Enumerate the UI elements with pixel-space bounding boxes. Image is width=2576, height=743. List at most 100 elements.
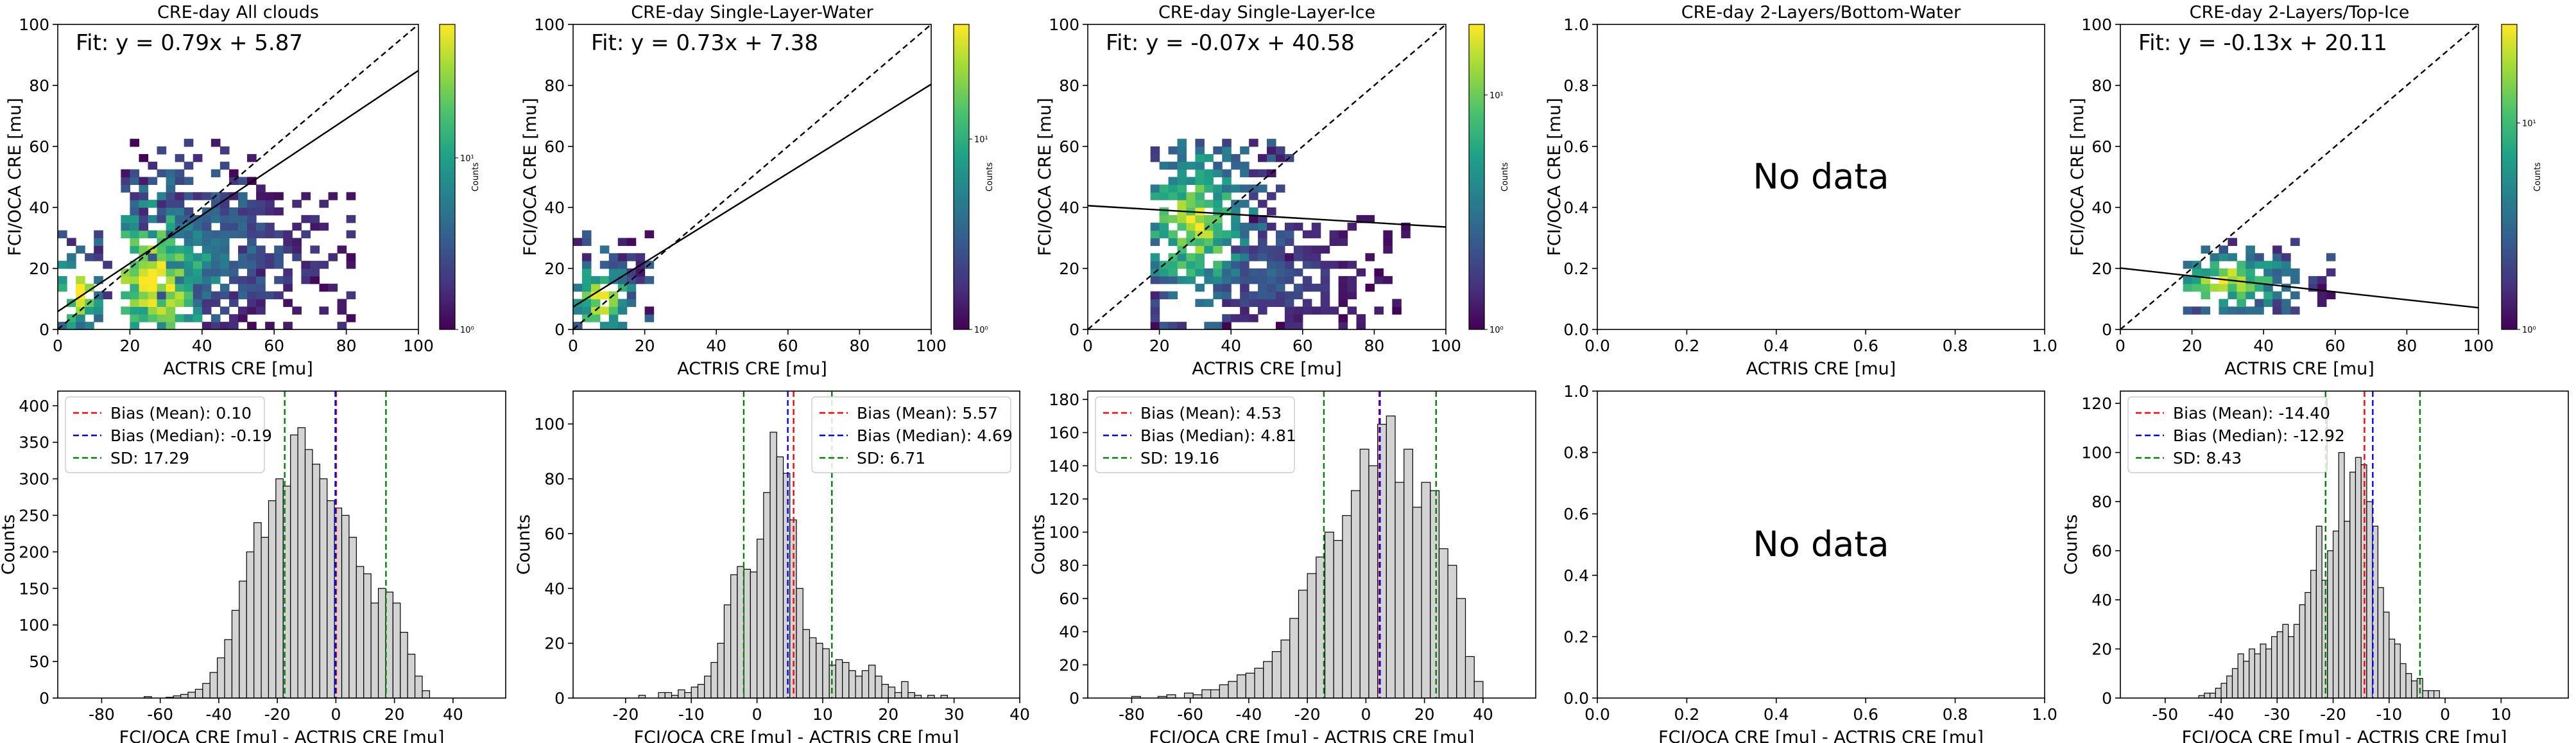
x-tick-label: -60 [147, 705, 173, 724]
heatmap-cell [1150, 230, 1160, 239]
heatmap-cell [2219, 299, 2228, 307]
fit-line [57, 69, 419, 313]
heatmap-cell [256, 192, 266, 200]
heatmap-cell [1168, 261, 1178, 269]
y-tick-label: 0.2 [1563, 627, 1589, 646]
y-tick-label: 200 [19, 543, 49, 561]
x-tick-label: 0 [568, 337, 578, 355]
heatmap-cell [1284, 238, 1294, 246]
heatmap-cell [76, 299, 85, 307]
histogram-bar [268, 500, 277, 699]
y-tick-label: 120 [1049, 490, 1079, 509]
heatmap-cell [1195, 261, 1205, 269]
heatmap-cell [166, 275, 176, 284]
histogram-bar [1350, 490, 1361, 699]
heatmap-cell [1240, 146, 1249, 155]
heatmap-cell [1168, 214, 1178, 223]
histogram-bar [231, 609, 240, 699]
heatmap-cell [256, 200, 266, 208]
y-axis-label: FCI/OCA CRE [mu] [520, 98, 540, 256]
heatmap-cell [2237, 306, 2246, 315]
x-tick-label: 0 [2440, 705, 2450, 724]
heatmap-cell [1293, 222, 1303, 231]
heatmap-cell [1275, 245, 1285, 254]
heatmap-cell [1320, 283, 1330, 292]
heatmap-cell [1186, 268, 1196, 277]
histogram-bar [2271, 636, 2278, 699]
heatmap-cell [1222, 184, 1232, 193]
heatmap-cell [219, 214, 230, 223]
y-axis-label: Counts [514, 514, 534, 575]
legend-entry: Bias (Median): 4.69 [857, 426, 1013, 445]
heatmap-cell [130, 139, 140, 147]
heatmap-cell [1258, 169, 1267, 178]
heatmap-cell [274, 192, 284, 200]
y-tick-label: 1.0 [1563, 382, 1589, 401]
heatmap-cell [202, 268, 212, 277]
histogram-bar [297, 427, 306, 699]
heatmap-cell [175, 214, 185, 223]
heatmap-cell [1258, 253, 1267, 261]
y-tick-label: 60 [2091, 137, 2112, 156]
heatmap-cell [256, 245, 266, 254]
heatmap-cell [139, 184, 149, 193]
histogram-bar [875, 676, 882, 699]
x-tick-label: 100 [1430, 337, 1461, 355]
heatmap-cell [157, 291, 167, 300]
x-tick-label: 10 [812, 705, 833, 724]
heatmap-cell [1320, 291, 1330, 300]
heatmap-cell [1195, 184, 1205, 193]
y-tick-label: 0.4 [1563, 566, 1589, 585]
heatmap-cell [2254, 275, 2264, 284]
heatmap-cell [301, 230, 311, 239]
heatmap-cell [247, 207, 257, 216]
heatmap-cell [175, 253, 185, 261]
heatmap-cell [1231, 214, 1241, 223]
heatmap-cell [1267, 299, 1276, 307]
heatmap-cell [121, 222, 130, 231]
heatmap-cell [1177, 139, 1187, 147]
heatmap-cell [1168, 184, 1178, 193]
x-tick-label: 0.4 [1764, 337, 1789, 355]
heatmap-cell [130, 299, 140, 307]
heatmap-cells [1150, 139, 1411, 330]
heatmap-cell [219, 322, 230, 330]
heatmap-cell [1231, 207, 1241, 216]
heatmap-cell [1293, 314, 1303, 322]
heatmap-cell [283, 322, 293, 330]
heatmap-cell [219, 161, 230, 170]
histogram-bar [1237, 674, 1246, 699]
heatmap-cell [1204, 177, 1214, 185]
x-tick-label: 40 [192, 337, 212, 355]
y-tick-label: 60 [1059, 590, 1079, 608]
y-tick-label: 0 [1069, 689, 1079, 708]
legend-entry: Bias (Median): 4.81 [1140, 426, 1296, 445]
heatmap-cell [1177, 275, 1187, 284]
heatmap-cell [1320, 245, 1330, 254]
legend-entry: SD: 17.29 [110, 449, 189, 468]
heatmap-cell [1159, 214, 1169, 223]
heatmap-cell [1347, 261, 1357, 269]
histogram-bar [816, 643, 823, 699]
heatmap-cell [2237, 283, 2246, 292]
heatmap-cell [1240, 275, 1249, 284]
heatmap-cell [2290, 238, 2300, 246]
heatmap-cell [2245, 283, 2255, 292]
heatmap-cell [175, 245, 185, 254]
heatmap-cell [121, 169, 130, 178]
colorbar-label: Counts [1500, 162, 1510, 192]
plot-frame [2120, 24, 2479, 330]
heatmap-cells [58, 139, 356, 330]
histogram-bar [2355, 457, 2362, 699]
heatmap-cell [1240, 268, 1249, 277]
heatmap-cell [599, 291, 610, 300]
heatmap-cell [1168, 238, 1178, 246]
heatmap-cell [265, 253, 275, 261]
heatmap-cell [617, 275, 628, 284]
histogram-bar [743, 568, 751, 699]
heatmap-cell [2263, 261, 2273, 269]
heatmap-cell [256, 207, 266, 216]
heatmap-cell [1365, 253, 1375, 261]
histogram-bar [1404, 448, 1413, 699]
histogram-bar [2282, 624, 2289, 699]
